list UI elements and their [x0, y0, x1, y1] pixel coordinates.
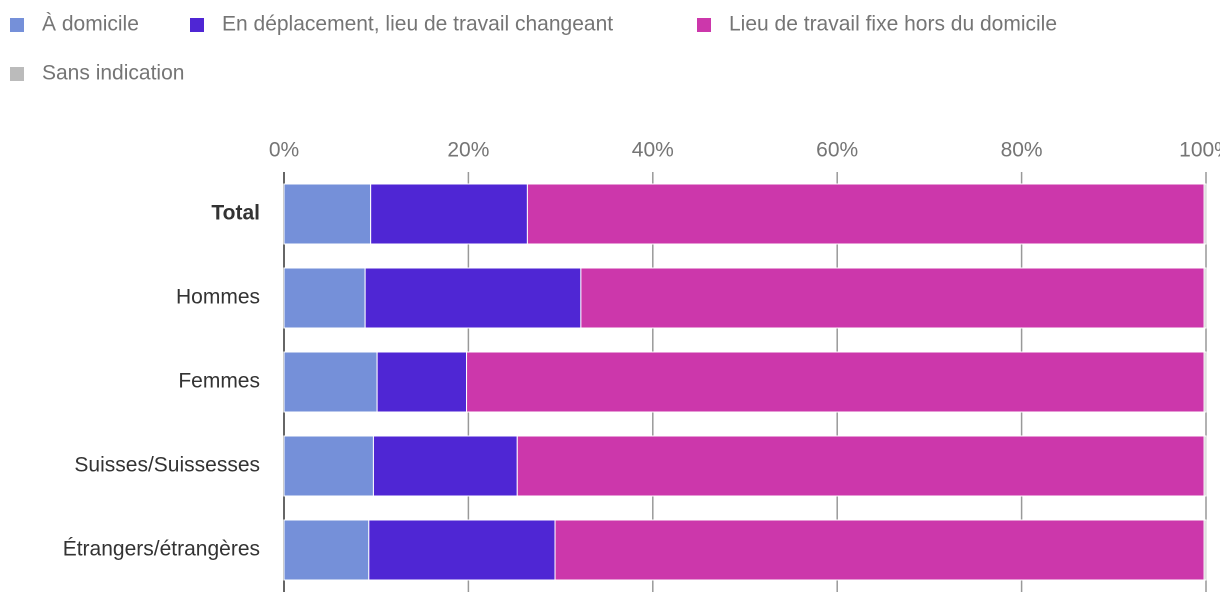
legend-label: Sans indication [42, 62, 184, 85]
bar-segment [554, 519, 1205, 581]
bar-segment [368, 519, 556, 581]
x-tick-label: 60% [816, 139, 858, 162]
bar-segment [283, 183, 372, 245]
bar-segment [1203, 519, 1207, 581]
bar-segment [516, 435, 1205, 497]
bar-segment [466, 351, 1205, 413]
x-tick-label: 20% [447, 139, 489, 162]
legend-label: À domicile [42, 13, 139, 36]
legend-swatch [190, 18, 204, 32]
legend-swatch [697, 18, 711, 32]
x-tick-label: 0% [269, 139, 299, 162]
bar-segment [283, 351, 378, 413]
bar-segment [526, 183, 1205, 245]
bar-segment [1203, 351, 1207, 413]
bar-segment [1203, 183, 1207, 245]
y-tick-label: Total [211, 202, 260, 225]
y-tick-label: Femmes [178, 370, 260, 393]
bar-segment [283, 519, 370, 581]
bar-segment [1203, 267, 1207, 329]
y-tick-label: Suisses/Suissesses [74, 454, 260, 477]
y-tick-label: Hommes [176, 286, 260, 309]
bar-segment [376, 351, 468, 413]
bar-segment [580, 267, 1205, 329]
y-tick-label: Étrangers/étrangères [63, 538, 260, 561]
legend-label: Lieu de travail fixe hors du domicile [729, 13, 1057, 36]
x-tick-label: 40% [632, 139, 674, 162]
bar-segment [370, 183, 528, 245]
legend-label: En déplacement, lieu de travail changean… [222, 13, 613, 36]
x-tick-label: 100% [1179, 139, 1220, 162]
legend-swatch [10, 67, 24, 81]
bar-segment [283, 267, 366, 329]
bar-segment [372, 435, 518, 497]
bar-segment [364, 267, 582, 329]
legend-swatch [10, 18, 24, 32]
x-tick-label: 80% [1001, 139, 1043, 162]
bar-segment [1203, 435, 1207, 497]
bar-segment [283, 435, 374, 497]
